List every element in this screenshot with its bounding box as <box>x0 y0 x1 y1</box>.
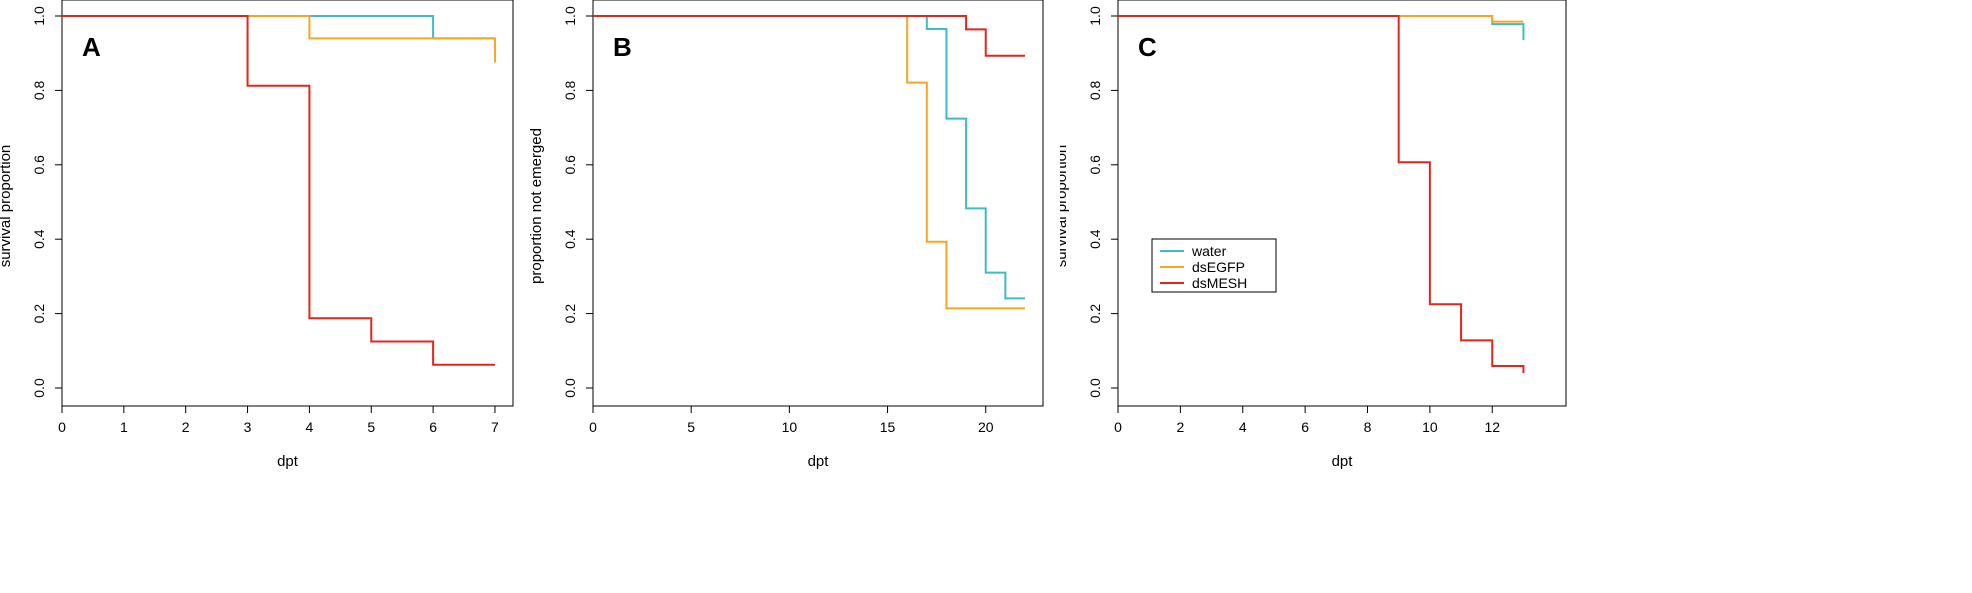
y-tick-label: 0.4 <box>1087 229 1103 249</box>
chart-b: 0 5 10 15 20 0.0 0.2 0.4 0.6 0.8 1.0 dpt proportion … <box>528 0 1044 470</box>
chart-panel-b: 0 5 10 15 20 0.0 0.2 0.4 0.6 0.8 1.0 dpt proportion … <box>528 0 1060 588</box>
plot-frame <box>1117 0 1567 407</box>
x-tick-label: 12 <box>1484 419 1500 435</box>
y-axis-title: survival proportion <box>1060 145 1070 268</box>
series-line-water <box>593 15 1025 300</box>
series-line-water <box>1118 15 1525 41</box>
y-tick-label: 0.6 <box>1087 155 1103 175</box>
x-tick-label: 0 <box>589 419 597 435</box>
x-tick-label: 10 <box>782 419 798 435</box>
y-tick-label: 0.2 <box>1087 304 1103 324</box>
x-tick-label: 6 <box>1301 419 1309 435</box>
x-tick-label: 15 <box>880 419 896 435</box>
y-axis-title: survival proportion <box>0 145 14 268</box>
x-tick-label: 0 <box>58 419 66 435</box>
series-line-dsmesh <box>62 15 495 366</box>
x-tick-label: 4 <box>1239 419 1247 435</box>
series-line-dsegfp <box>62 15 496 63</box>
x-tick-label: 6 <box>429 419 437 435</box>
x-axis-title: dpt <box>277 453 299 470</box>
x-tick-label: 2 <box>182 419 190 435</box>
x-tick-label: 3 <box>244 419 252 435</box>
series-line-dsmesh <box>1118 15 1525 374</box>
x-tick-label: 8 <box>1364 419 1372 435</box>
x-tick-label: 2 <box>1176 419 1184 435</box>
y-tick-label: 0.4 <box>562 229 578 249</box>
x-tick-label: 5 <box>687 419 695 435</box>
y-tick-label: 1.0 <box>1087 6 1103 26</box>
y-tick-label: 0.2 <box>31 304 47 324</box>
x-tick-label: 0 <box>1114 419 1122 435</box>
x-tick-label: 20 <box>978 419 994 435</box>
x-tick-label: 5 <box>367 419 375 435</box>
x-axis-title: dpt <box>808 453 830 470</box>
legend-label: dsEGFP <box>1192 259 1245 275</box>
y-tick-label: 1.0 <box>562 6 578 26</box>
y-tick-label: 0.6 <box>562 155 578 175</box>
chart-c: 0 2 4 6 8 10 12 0.0 0.2 0.4 0.6 0.8 1.0 dpt survival p… <box>1053 0 1567 470</box>
y-tick-label: 0.6 <box>31 155 47 175</box>
y-tick-label: 0.0 <box>31 378 47 398</box>
x-tick-label: 10 <box>1422 419 1438 435</box>
panel-label: B <box>613 32 632 62</box>
y-tick-label: 0.0 <box>1087 378 1103 398</box>
chart-a: 0 1 2 3 4 5 6 7 0.0 0.2 0.4 0.6 0.8 1.0 dpt survival pr… <box>0 0 514 470</box>
chart-panel-c: 0 2 4 6 8 10 12 0.0 0.2 0.4 0.6 0.8 1.0 dpt survival p… <box>1053 0 1972 588</box>
x-tick-label: 4 <box>306 419 314 435</box>
plot-frame <box>592 0 1044 407</box>
y-tick-label: 0.2 <box>562 304 578 324</box>
series-line-dsmesh <box>593 15 1025 57</box>
y-tick-label: 1.0 <box>31 6 47 26</box>
y-axis-title: proportion not emerged <box>530 128 545 284</box>
x-tick-label: 1 <box>120 419 128 435</box>
plot-frame <box>61 0 514 407</box>
x-tick-label: 7 <box>491 419 499 435</box>
y-tick-label: 0.4 <box>31 229 47 249</box>
panel-label: C <box>1138 32 1157 62</box>
legend-label: dsMESH <box>1192 275 1247 291</box>
y-tick-label: 0.0 <box>562 378 578 398</box>
series-line-dsegfp <box>593 15 1025 310</box>
y-tick-label: 0.8 <box>31 80 47 100</box>
x-axis-title: dpt <box>1332 453 1354 470</box>
y-tick-label: 0.8 <box>562 80 578 100</box>
legend-label: water <box>1191 243 1227 259</box>
panel-label: A <box>82 32 101 62</box>
series-line-water <box>62 15 495 40</box>
chart-panel-a: 0 1 2 3 4 5 6 7 0.0 0.2 0.4 0.6 0.8 1.0 dpt survival pr… <box>0 0 530 588</box>
y-tick-label: 0.8 <box>1087 80 1103 100</box>
